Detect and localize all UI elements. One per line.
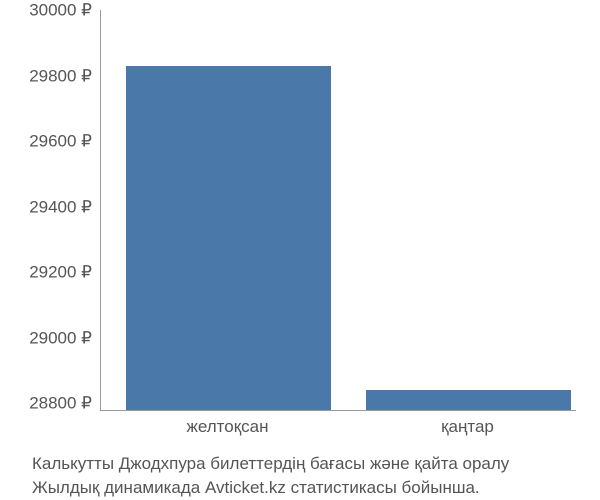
y-tick-label: 29200 ₽ [0,264,92,281]
caption-line-1: Калькутты Джодхпура билеттердің бағасы ж… [32,454,509,473]
x-axis-labels: желтоқсан қаңтар [100,418,575,442]
plot-area [100,10,576,411]
x-tick-label: желтоқсан [186,418,268,435]
chart-caption: Калькутты Джодхпура билеттердің бағасы ж… [32,452,592,500]
bar [366,390,571,410]
y-axis: 28800 ₽ 29000 ₽ 29200 ₽ 29400 ₽ 29600 ₽ 29800… [0,10,100,410]
y-tick-label: 29800 ₽ [0,67,92,84]
bar [126,66,331,410]
y-tick-label: 29400 ₽ [0,198,92,215]
price-chart: 28800 ₽ 29000 ₽ 29200 ₽ 29400 ₽ 29600 ₽ 29800… [0,0,600,500]
x-tick-label: қаңтар [441,418,494,435]
caption-line-2: Жылдық динамикада Avticket.kz статистика… [32,478,480,497]
y-tick-label: 29600 ₽ [0,133,92,150]
y-tick-label: 29000 ₽ [0,329,92,346]
y-tick-label: 30000 ₽ [0,2,92,19]
y-tick-label: 28800 ₽ [0,395,92,412]
